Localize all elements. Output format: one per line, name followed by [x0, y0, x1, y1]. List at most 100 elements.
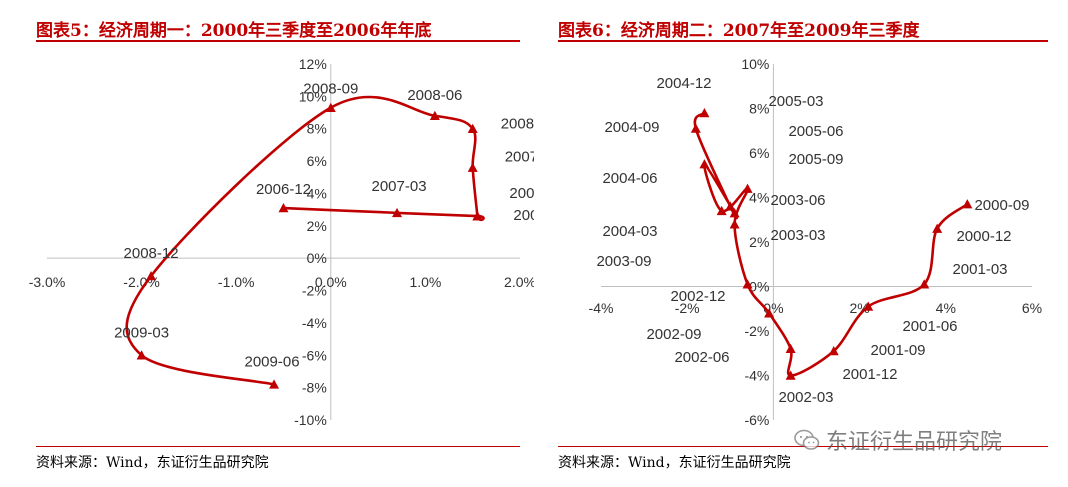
chart-panel-left: 图表5：经济周期一：2000年三季度至2006年年底 12% 10% 8% 6% 4% 2… — [29, 21, 534, 471]
point-label: 2004-06 — [602, 170, 657, 187]
data-point-marker — [742, 279, 753, 289]
y-tick-label: 2% — [749, 234, 769, 250]
point-label: 2005-09 — [788, 151, 843, 168]
point-label: 2003-03 — [770, 227, 825, 244]
y-tick-label: 8% — [307, 121, 327, 137]
y-tick-label: 2% — [307, 218, 327, 234]
data-point-marker — [725, 201, 736, 211]
source-note-left: 资料来源：Wind，东证衍生品研究院 — [36, 455, 269, 471]
chart-right: 10%8%6%4%2%0%-2%-4%-6%-4% -2% 0% 2% 4% 6%2004… — [589, 56, 1043, 428]
y-tick-label: -6% — [302, 347, 327, 363]
data-point-marker — [690, 123, 701, 133]
data-point-marker — [699, 159, 710, 169]
data-point-marker — [729, 219, 740, 229]
y-tick-label: -2% — [744, 323, 769, 339]
y-tick-label: -4% — [302, 315, 327, 331]
point-label: 2007-03 — [371, 178, 426, 195]
data-point-marker — [932, 223, 943, 233]
watermark: 东证衍生品研究院 — [794, 424, 1002, 456]
data-point-marker — [919, 279, 930, 289]
point-label: 2004-03 — [602, 223, 657, 240]
point-label: 2005-06 — [788, 123, 843, 140]
y-tick-label: 8% — [749, 101, 769, 117]
data-point-marker — [863, 301, 874, 311]
chart-panel-right: 图表6：经济周期二：2007年至2009年三季度 10% 8% 6% 4% 2% 0% -2… — [534, 0, 1068, 487]
data-point-marker — [742, 183, 753, 193]
x-tick-label: 2% — [849, 300, 869, 316]
source-rule-right — [558, 446, 1048, 447]
data-point-marker — [325, 102, 336, 112]
data-point-marker — [269, 379, 280, 389]
point-label: 2008-12 — [124, 245, 179, 262]
x-tick-label: 4% — [936, 300, 956, 316]
x-tick-label: 1.0% — [409, 274, 441, 290]
data-point-marker — [467, 162, 478, 172]
y-tick-label: 10% — [741, 56, 769, 72]
data-point-marker — [467, 123, 478, 133]
x-tick-label: -2% — [675, 300, 700, 316]
point-label: 2003-09 — [596, 253, 651, 270]
series-line — [125, 95, 485, 386]
x-tick-label: -4% — [589, 300, 614, 316]
point-label: 2000-12 — [956, 228, 1011, 245]
data-point-marker — [729, 208, 740, 218]
y-tick-label: 6% — [749, 145, 769, 161]
point-label: 2001-03 — [952, 261, 1007, 278]
title-rule-left — [36, 40, 520, 42]
source-rule-left — [36, 446, 520, 447]
point-label: 2002-03 — [778, 389, 833, 406]
watermark-text: 东证衍生品研究院 — [826, 430, 1003, 455]
data-point-marker — [828, 346, 839, 356]
wechat-icon — [794, 429, 820, 450]
y-tick-label: 12% — [299, 56, 327, 72]
chart-title-right: 图表6：经济周期二：2007年至2009年三季度 — [558, 21, 920, 41]
y-tick-label: 4% — [307, 185, 327, 201]
point-label: 2002-12 — [670, 288, 725, 305]
point-label: 2008-03 — [501, 116, 534, 133]
y-tick-label: 0% — [749, 279, 769, 295]
point-label: 2003-06 — [770, 192, 825, 209]
point-label: 2006-12 — [256, 181, 311, 198]
point-label: 2008-06 — [407, 87, 462, 104]
point-label: 2001-12 — [842, 366, 897, 383]
data-point-marker — [392, 207, 403, 218]
point-label: 2002-06 — [674, 349, 729, 366]
x-tick-label: 6% — [1022, 300, 1042, 316]
title-rule-right — [558, 40, 1048, 42]
y-tick-label: -6% — [744, 412, 769, 428]
point-label: 2008-09 — [303, 81, 358, 98]
data-point-marker — [146, 270, 157, 281]
data-point-marker — [785, 343, 796, 354]
data-point-marker — [136, 350, 147, 360]
x-tick-label: -1.0% — [218, 274, 255, 290]
data-point-marker — [429, 110, 440, 121]
data-point-marker — [962, 199, 973, 209]
chart-title-left: 图表5：经济周期一：2000年三季度至2006年年底 — [36, 21, 432, 41]
data-point-marker — [472, 211, 483, 221]
data-point-marker — [699, 107, 710, 118]
source-note-right: 资料来源：Wind，东证衍生品研究院 — [558, 455, 791, 471]
point-label: 2009-03 — [114, 324, 169, 341]
y-tick-label: 4% — [749, 190, 769, 206]
y-tick-label: 0% — [307, 250, 327, 266]
point-label: 2004-09 — [604, 119, 659, 136]
point-label: 2007-06 — [509, 185, 534, 202]
point-label: 2007-09 — [513, 207, 534, 224]
data-point-marker — [716, 205, 727, 216]
point-label: 2004-12 — [656, 75, 711, 92]
y-tick-label: 10% — [299, 88, 327, 104]
point-label: 2007-12 — [505, 149, 534, 166]
y-tick-label: 6% — [307, 153, 327, 169]
x-tick-label: 2.0% — [504, 274, 534, 290]
point-label: 2001-06 — [902, 318, 957, 335]
y-tick-label: -4% — [744, 368, 769, 384]
point-label: 2009-06 — [245, 353, 300, 370]
data-point-marker — [278, 203, 289, 213]
point-label: 2001-09 — [870, 342, 925, 359]
x-tick-label: 0.0% — [315, 274, 347, 290]
chart-left: 12%10%8%6%4%2%0%-2%-4%-6%-8%-10%-3.0% -2.… — [29, 56, 534, 428]
point-label: 2005-03 — [768, 93, 823, 110]
y-tick-label: -8% — [302, 380, 327, 396]
x-tick-label: -3.0% — [29, 274, 66, 290]
y-tick-label: -2% — [302, 283, 327, 299]
